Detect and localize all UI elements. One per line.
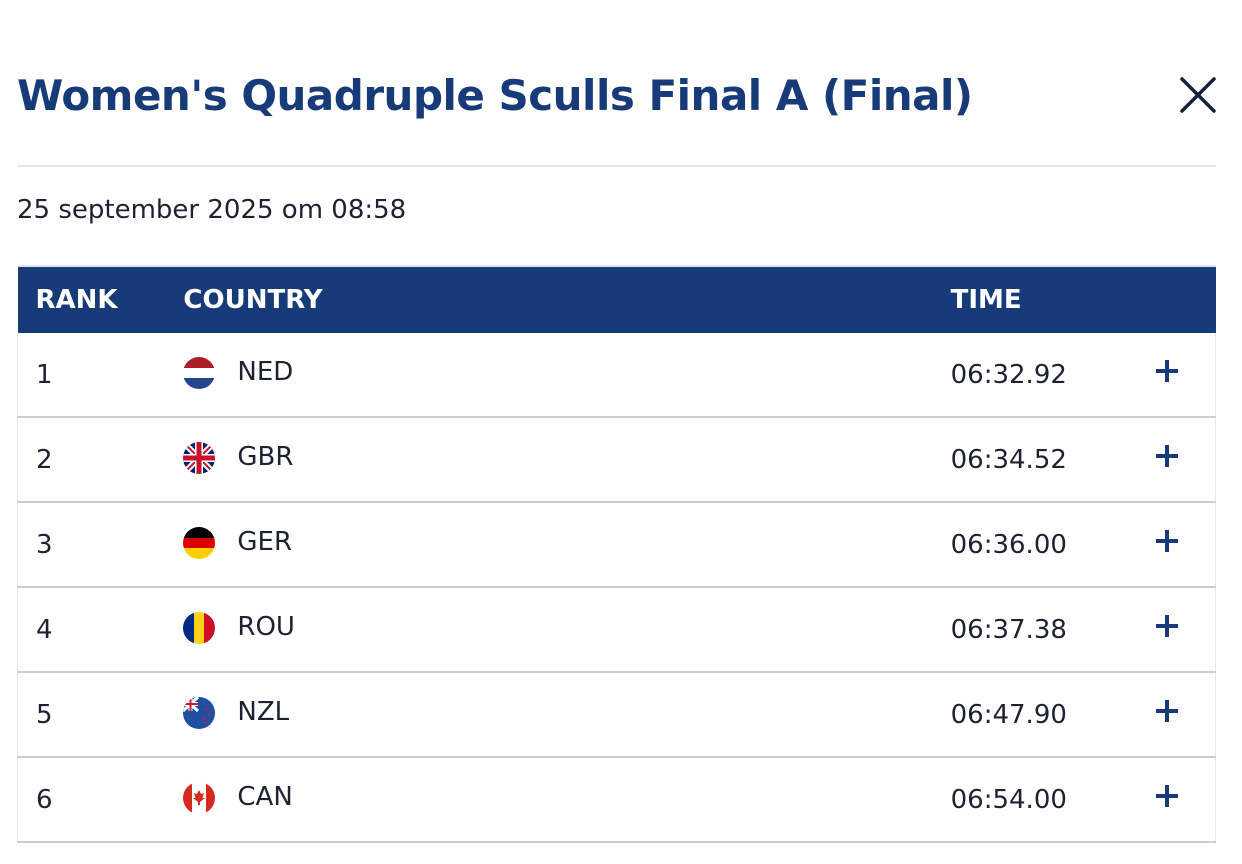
race-date: 25 september 2025 om 08:58 (17, 195, 407, 225)
country-cell: NED (183, 333, 951, 418)
plus-icon (1155, 785, 1178, 807)
table-row[interactable]: 5 (17, 672, 1216, 758)
expand-row-button[interactable] (1151, 780, 1183, 812)
expand-row-button[interactable] (1151, 355, 1183, 387)
rank-cell: 3 (17, 502, 184, 588)
country-cell: CAN (183, 757, 951, 843)
header-country: COUNTRY (183, 285, 323, 315)
rank-cell: 5 (17, 672, 184, 758)
time-cell: 06:54.00 (950, 757, 1151, 843)
table-header-row: RANK COUNTRY TIME (17, 266, 1216, 333)
plus-icon (1155, 700, 1178, 722)
expand-row-button[interactable] (1151, 525, 1183, 557)
country-cell: ROU (183, 587, 951, 673)
close-icon (1180, 77, 1216, 113)
header-rank: RANK (35, 285, 118, 315)
plus-icon (1155, 530, 1178, 552)
country-code: GBR (237, 441, 294, 472)
expand-row-button[interactable] (1151, 610, 1183, 642)
header-time: TIME (950, 285, 1022, 315)
table-row[interactable]: 1 NED 06:32.92 (17, 333, 1216, 418)
expand-cell (1150, 502, 1216, 588)
results-table: RANK COUNTRY TIME 1 (17, 265, 1216, 843)
expand-row-button[interactable] (1151, 440, 1183, 472)
expand-row-button[interactable] (1151, 695, 1183, 727)
flag-romania-icon (183, 611, 216, 644)
country-cell: GBR (183, 417, 951, 503)
close-button[interactable] (1173, 72, 1221, 120)
rank-cell: 4 (17, 587, 184, 673)
table-row[interactable]: 2 (17, 417, 1216, 503)
country-code: ROU (237, 611, 295, 642)
expand-cell (1150, 672, 1216, 758)
country-code: CAN (237, 781, 293, 812)
country-cell: NZL (183, 672, 951, 758)
plus-icon (1155, 360, 1178, 382)
expand-cell (1150, 333, 1216, 418)
expand-cell (1150, 587, 1216, 673)
rank-cell: 2 (17, 417, 184, 503)
flag-netherlands-icon (183, 356, 216, 389)
country-code: NZL (237, 696, 290, 727)
country-code: GER (237, 526, 293, 557)
table-row[interactable]: 4 ROU 06:37.38 (17, 587, 1216, 673)
rank-cell: 6 (17, 757, 184, 843)
header-expand (1151, 266, 1216, 333)
time-cell: 06:34.52 (950, 417, 1151, 503)
expand-cell (1150, 757, 1216, 843)
time-cell: 06:37.38 (950, 587, 1151, 673)
time-cell: 06:47.90 (950, 672, 1151, 758)
rank-cell: 1 (17, 333, 184, 418)
flag-new-zealand-icon (183, 696, 216, 729)
modal-title: Women's Quadruple Sculls Final A (Final) (17, 71, 973, 120)
flag-great-britain-icon (183, 441, 216, 474)
country-cell: GER (183, 502, 951, 588)
expand-cell (1150, 417, 1216, 503)
flag-canada-icon (183, 781, 216, 814)
plus-icon (1155, 445, 1178, 467)
header-divider (17, 165, 1216, 167)
table-row[interactable]: 6 CAN 06:54.00 (17, 757, 1216, 843)
plus-icon (1155, 615, 1178, 637)
time-cell: 06:36.00 (950, 502, 1151, 588)
country-code: NED (237, 356, 294, 387)
table-row[interactable]: 3 GER 06:36.00 (17, 502, 1216, 588)
flag-germany-icon (183, 526, 216, 559)
time-cell: 06:32.92 (950, 333, 1151, 418)
